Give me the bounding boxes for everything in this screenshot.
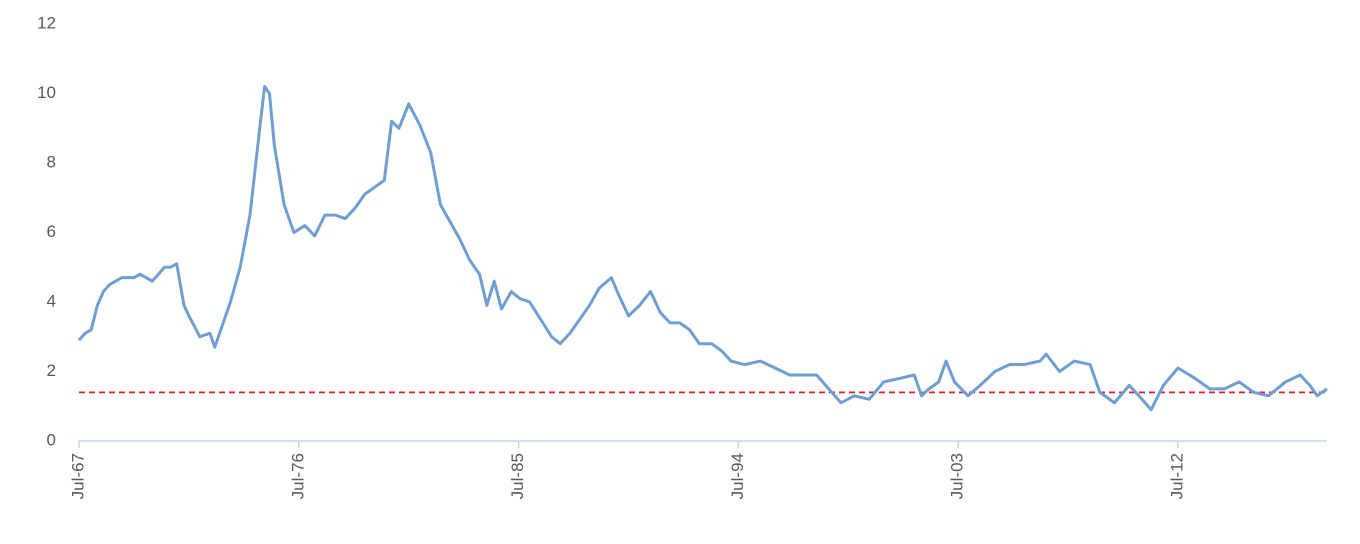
line (77, 85, 1328, 412)
x-tick-label: Jul-94 (728, 453, 747, 499)
x-tick-label: Jul-12 (1168, 453, 1187, 499)
x-tick-label: Jul-85 (508, 453, 527, 499)
x-tick-label: Jul-03 (948, 453, 967, 499)
y-tick-label: 0 (47, 430, 56, 449)
y-tick-label: 2 (47, 361, 56, 380)
y-tick-label: 8 (47, 152, 56, 171)
y-tick-label: 4 (47, 291, 56, 310)
x-tick-label: Jul-67 (68, 453, 87, 499)
y-tick-label: 6 (47, 222, 56, 241)
y-tick-label: 12 (37, 13, 56, 32)
x-tick-label: Jul-76 (288, 453, 307, 499)
y-tick-label: 10 (37, 83, 56, 102)
